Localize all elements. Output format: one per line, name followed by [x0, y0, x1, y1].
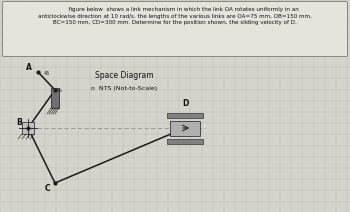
Bar — [167, 138, 203, 144]
Text: o  NTS (Not-to-Scale): o NTS (Not-to-Scale) — [91, 86, 157, 91]
Text: 45: 45 — [44, 71, 50, 76]
Text: A: A — [26, 63, 32, 72]
Text: D: D — [182, 99, 188, 108]
Bar — [51, 88, 59, 108]
Text: B: B — [16, 118, 22, 127]
Bar — [167, 113, 203, 117]
Text: o: o — [58, 88, 62, 93]
Text: figure below  shows a link mechanism in which the link OA rotates uniformly in a: figure below shows a link mechanism in w… — [38, 7, 312, 25]
FancyBboxPatch shape — [2, 1, 348, 57]
Text: C: C — [45, 184, 51, 193]
Bar — [170, 120, 200, 135]
Text: Space Diagram: Space Diagram — [95, 71, 154, 80]
Bar — [22, 122, 34, 134]
